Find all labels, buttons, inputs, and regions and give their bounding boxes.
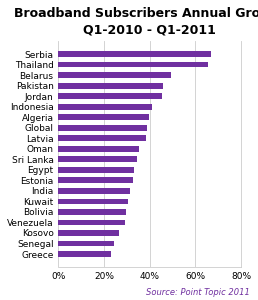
Text: Source: Point Topic 2011: Source: Point Topic 2011 xyxy=(146,288,250,297)
Bar xyxy=(58,146,139,152)
Bar xyxy=(58,125,147,130)
Bar xyxy=(58,135,146,141)
Bar xyxy=(58,72,171,78)
Bar xyxy=(58,156,137,162)
Bar xyxy=(58,83,163,88)
Bar xyxy=(58,93,162,99)
Bar xyxy=(58,167,134,173)
Bar xyxy=(58,114,149,120)
Bar xyxy=(58,104,152,110)
Bar xyxy=(58,220,125,225)
Bar xyxy=(58,178,133,183)
Bar xyxy=(58,188,130,194)
Bar xyxy=(58,62,208,68)
Bar xyxy=(58,209,126,215)
Bar xyxy=(58,199,128,204)
Bar xyxy=(58,251,111,257)
Bar xyxy=(58,241,114,246)
Title: Broadband Subscribers Annual Growth
Q1-2010 - Q1-2011: Broadband Subscribers Annual Growth Q1-2… xyxy=(13,7,258,37)
Bar xyxy=(58,51,211,57)
Bar xyxy=(58,230,119,236)
